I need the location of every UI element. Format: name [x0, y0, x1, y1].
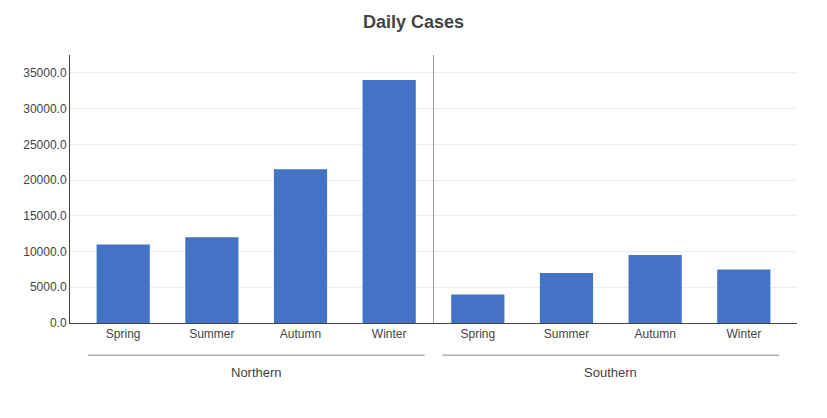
svg-text:15000.0: 15000.0 [23, 209, 67, 223]
svg-text:Winter: Winter [372, 327, 407, 341]
svg-text:Spring: Spring [460, 327, 495, 341]
svg-text:10000.0: 10000.0 [23, 245, 67, 259]
svg-text:5000.0: 5000.0 [30, 280, 67, 294]
svg-text:25000.0: 25000.0 [23, 138, 67, 152]
svg-text:Summer: Summer [544, 327, 589, 341]
svg-text:20000.0: 20000.0 [23, 173, 67, 187]
svg-text:0.0: 0.0 [50, 316, 67, 330]
svg-text:Autumn: Autumn [634, 327, 675, 341]
svg-text:Southern: Southern [584, 365, 637, 380]
svg-text:Daily Cases: Daily Cases [363, 12, 464, 32]
svg-text:Northern: Northern [231, 365, 282, 380]
svg-text:Spring: Spring [106, 327, 141, 341]
svg-text:35000.0: 35000.0 [23, 66, 67, 80]
svg-text:30000.0: 30000.0 [23, 102, 67, 116]
svg-text:Autumn: Autumn [280, 327, 321, 341]
svg-text:Winter: Winter [726, 327, 761, 341]
svg-text:Summer: Summer [189, 327, 234, 341]
